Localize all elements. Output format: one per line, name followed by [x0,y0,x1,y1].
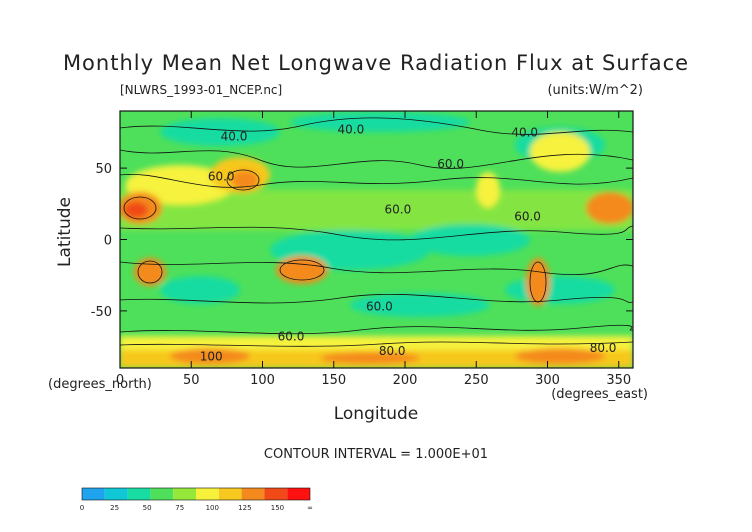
contour-label: 40.0 [221,130,248,144]
x-axis: 0 50 100 150 200 250 300 350 [116,111,631,388]
contour-label: 60.0 [278,330,305,344]
file-label: [NLWRS_1993-01_NCEP.nc] [120,83,282,97]
colorbar-tick-label: 50 [143,504,152,512]
x-tick-label: 350 [606,373,631,388]
contour-labels: 40.0 40.0 40.0 60.0 60.0 60.0 60.0 60.0 60.0 80.0… [200,123,617,364]
contour-label: 80.0 [379,344,406,358]
colorbar-swatch [218,488,242,500]
contour-label: 80.0 [590,341,617,355]
y-unit-label: (degrees_north) [48,377,152,392]
x-unit-label: (degrees_east) [551,387,648,402]
y-tick-label: -50 [91,305,112,320]
colorbar-tick-label: 150 [271,504,284,512]
colorbar-swatch [196,488,219,500]
units-label: (units:W/m^2) [547,83,643,98]
colorbar-tick-label: 100 [206,504,219,512]
contour-label: 40.0 [511,125,538,139]
y-axis: -50 0 50 [91,162,633,320]
x-tick-label: 150 [321,373,346,388]
colorbar-swatch [241,488,265,500]
colorbar-swatch [150,488,174,500]
contour-lines [120,117,633,347]
colorbar-swatch [104,488,128,500]
contour-label: 60.0 [208,170,235,184]
y-axis-label: Latitude [55,197,75,267]
contour-label: 60.0 [366,300,393,314]
x-tick-label: 100 [250,373,275,388]
colorbar-tick-label: 0 [80,504,84,512]
colorbar-swatch [287,488,310,500]
x-tick-label: 50 [183,373,200,388]
chart-title: Monthly Mean Net Longwave Radiation Flux… [63,51,689,75]
x-tick-label: 0 [116,373,124,388]
colorbar-swatch [173,488,196,500]
contour-label: 100 [200,350,223,364]
heatmap-plot: 40.0 40.0 40.0 60.0 60.0 60.0 60.0 60.0 60.0 80.0… [120,111,633,368]
colorbar-swatch [127,488,151,500]
contour-label: 60.0 [437,157,464,171]
colorbar-tick-label: 25 [110,504,119,512]
x-tick-label: 200 [393,373,418,388]
colorbar: 0 25 50 75 100 125 150 ∞ [80,487,313,512]
colorbar-frame [81,487,311,501]
colorbar-tick-label: 75 [175,504,184,512]
y-tick-label: 50 [95,162,112,177]
y-tick-label: 0 [104,234,112,249]
colorbar-tick-label: ∞ [307,504,313,512]
contour-label: 60.0 [514,210,541,224]
x-axis-label: Longitude [334,404,419,424]
colorbar-tick-label: 125 [238,504,251,512]
colorbar-swatch [264,488,288,500]
colorbar-swatch [82,488,105,500]
contour-interval: CONTOUR INTERVAL = 1.000E+01 [264,447,488,462]
x-tick-label: 250 [464,373,489,388]
x-tick-label: 300 [535,373,560,388]
contour-label: 40.0 [337,123,364,137]
contour-label: 60.0 [385,203,412,217]
